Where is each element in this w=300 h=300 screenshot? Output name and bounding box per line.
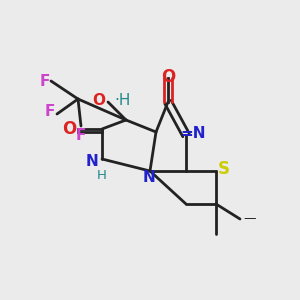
Text: S: S [218,160,230,178]
Text: O: O [161,68,175,85]
Text: N: N [142,169,155,184]
Text: N: N [85,154,98,169]
Text: F: F [44,103,55,118]
Text: =N: =N [181,126,206,141]
Text: ·H: ·H [114,93,130,108]
Text: O: O [62,120,76,138]
Text: F: F [76,128,86,142]
Text: O: O [92,93,105,108]
Text: F: F [40,74,50,88]
Text: H: H [97,169,107,182]
Text: —: — [243,212,256,226]
